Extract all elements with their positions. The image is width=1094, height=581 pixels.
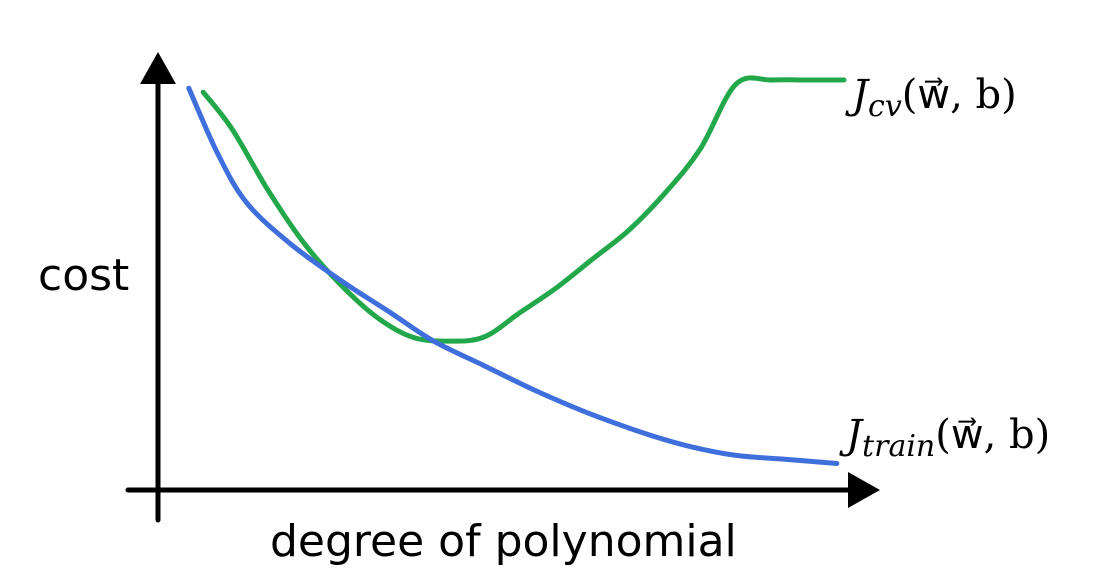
x-axis-arrow xyxy=(848,472,880,508)
series-label-train-sub: train xyxy=(862,429,935,464)
series-label-train-main: J xyxy=(839,412,864,458)
series-label-train: Jtrain(w⃗, b) xyxy=(839,412,1050,464)
series-line-train xyxy=(186,85,840,466)
series-label-cv: Jcv(w⃗, b) xyxy=(845,72,1017,124)
y-axis-arrow xyxy=(140,52,176,84)
series-line-cv xyxy=(200,75,847,344)
series-label-train-args: (w⃗, b) xyxy=(935,412,1050,458)
y-axis-label: cost xyxy=(38,250,129,301)
x-axis-label: degree of polynomial xyxy=(270,516,737,567)
series-label-cv-args: (w⃗, b) xyxy=(902,72,1017,118)
axes xyxy=(125,52,880,523)
series-layer xyxy=(186,75,847,466)
series-label-cv-sub: cv xyxy=(868,89,902,124)
series-label-cv-main: J xyxy=(845,72,870,118)
